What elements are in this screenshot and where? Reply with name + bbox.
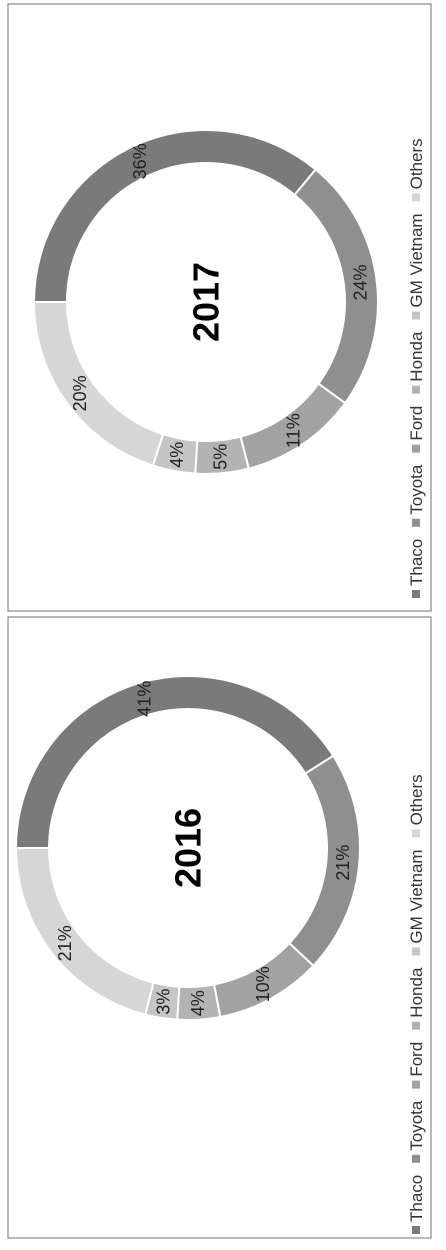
legend-swatch-honda — [412, 1021, 420, 1030]
legend-label-thaco: Thaco — [407, 1175, 426, 1222]
data-label-others: 21% — [55, 925, 75, 961]
legend-label-toyota: Toyota — [407, 1100, 426, 1151]
chart-panel-2016: 41% 21% 10% 4% 3% 21% 2016 Thaco Toyota Ford Honda… — [7, 616, 432, 1239]
donut-slice-thaco — [32, 129, 318, 303]
legend-label-toyota: Toyota — [407, 464, 426, 515]
chart-frame — [7, 616, 432, 1239]
data-label-gm-vietnam: 4% — [167, 442, 187, 468]
data-label-thaco: 36% — [130, 143, 150, 179]
data-label-gm-vietnam: 3% — [154, 989, 174, 1015]
legend-swatch-toyota — [412, 518, 420, 527]
legend-swatch-honda — [412, 385, 420, 394]
data-label-ford: 10% — [253, 966, 273, 1002]
legend-swatch-others — [412, 829, 420, 838]
legend-label-honda: Honda — [407, 967, 426, 1018]
legend-label-ford: Ford — [407, 406, 426, 441]
legend-swatch-ford — [412, 1080, 420, 1089]
legend-swatch-thaco — [412, 590, 420, 598]
data-label-honda: 5% — [211, 444, 231, 470]
chart-panel-2017: 36% 24% 11% 5% 4% 20% 2017 Thaco Toyota Ford Honda… — [7, 3, 432, 612]
data-label-ford: 11% — [283, 413, 303, 448]
chart-legend: Thaco Toyota Ford Honda GM Vietnam Others — [407, 774, 426, 1234]
legend-label-thaco: Thaco — [407, 539, 426, 586]
legend-label-gm-vietnam: GM Vietnam — [407, 213, 426, 307]
legend-label-honda: Honda — [407, 331, 426, 382]
legend-swatch-gm-vietnam — [412, 947, 420, 956]
chart-center-title: 2017 — [186, 262, 227, 342]
chart-frame — [7, 3, 432, 612]
chart-legend: Thaco Toyota Ford Honda GM Vietnam Others — [407, 138, 426, 598]
data-label-toyota: 21% — [333, 845, 353, 881]
legend-label-gm-vietnam: GM Vietnam — [407, 849, 426, 943]
donut-slice-others — [14, 847, 155, 1016]
legend-label-others: Others — [407, 138, 426, 189]
donut-slice-others — [32, 301, 165, 467]
legend-swatch-others — [412, 193, 420, 202]
chart-center-title: 2016 — [168, 808, 209, 888]
legend-swatch-thaco — [412, 1226, 420, 1234]
legend-swatch-toyota — [412, 1154, 420, 1163]
legend-label-others: Others — [407, 774, 426, 825]
data-label-toyota: 24% — [350, 264, 370, 300]
legend-label-ford: Ford — [407, 1042, 426, 1077]
data-label-others: 20% — [70, 375, 90, 411]
data-label-thaco: 41% — [135, 681, 155, 717]
legend-swatch-ford — [412, 444, 420, 453]
data-label-honda: 4% — [188, 990, 208, 1016]
legend-swatch-gm-vietnam — [412, 311, 420, 320]
